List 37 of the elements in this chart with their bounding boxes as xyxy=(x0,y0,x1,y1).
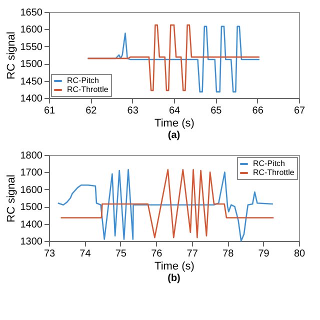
y-tick-label: 1400 xyxy=(20,94,43,104)
legend-label: RC-Pitch xyxy=(67,76,100,85)
text: (a) xyxy=(168,130,180,141)
x-tick-label: 62 xyxy=(86,106,98,116)
y-tick-label: 1400 xyxy=(20,219,43,230)
x-tick-label: 79 xyxy=(258,248,270,260)
y-axis-title: RC signal xyxy=(5,32,18,80)
x-tick-label: 64 xyxy=(168,106,180,116)
x-tick-label: 65 xyxy=(210,106,222,116)
x-tick-label: 63 xyxy=(127,106,139,116)
y-tick-label: 1500 xyxy=(20,59,43,70)
y-tick-label: 1700 xyxy=(20,168,43,179)
legend-label: RC-Throttle xyxy=(67,85,109,94)
y-tick-label: 1450 xyxy=(20,76,43,88)
y-tick-label: 1800 xyxy=(20,150,43,162)
legend-label: RC-Throttle xyxy=(253,168,295,177)
x-tick-label: 75 xyxy=(115,248,127,260)
x-tick-label: 66 xyxy=(252,106,264,116)
x-tick-label: 77 xyxy=(186,248,198,260)
text: (b) xyxy=(168,273,180,284)
x-tick-label: 61 xyxy=(44,106,56,116)
x-axis-title: Time (s) xyxy=(154,260,194,272)
y-tick-label: 1550 xyxy=(20,42,43,53)
x-tick-label: 80 xyxy=(294,248,306,260)
x-tick-label: 73 xyxy=(44,248,56,260)
x-tick-label: 78 xyxy=(222,248,234,260)
y-tick-label: 1650 xyxy=(20,8,43,18)
y-tick-label: 1300 xyxy=(20,236,43,248)
y-tick-label: 1500 xyxy=(20,202,43,214)
x-tick-label: 76 xyxy=(151,248,163,260)
x-tick-label: 67 xyxy=(294,106,306,116)
x-axis-title: Time (s) xyxy=(154,118,194,130)
x-tick-label: 74 xyxy=(80,248,92,260)
legend-label: RC-Pitch xyxy=(253,159,286,168)
y-axis-title: RC signal xyxy=(5,174,18,222)
y-tick-label: 1600 xyxy=(20,24,43,36)
y-tick-label: 1600 xyxy=(20,184,43,196)
